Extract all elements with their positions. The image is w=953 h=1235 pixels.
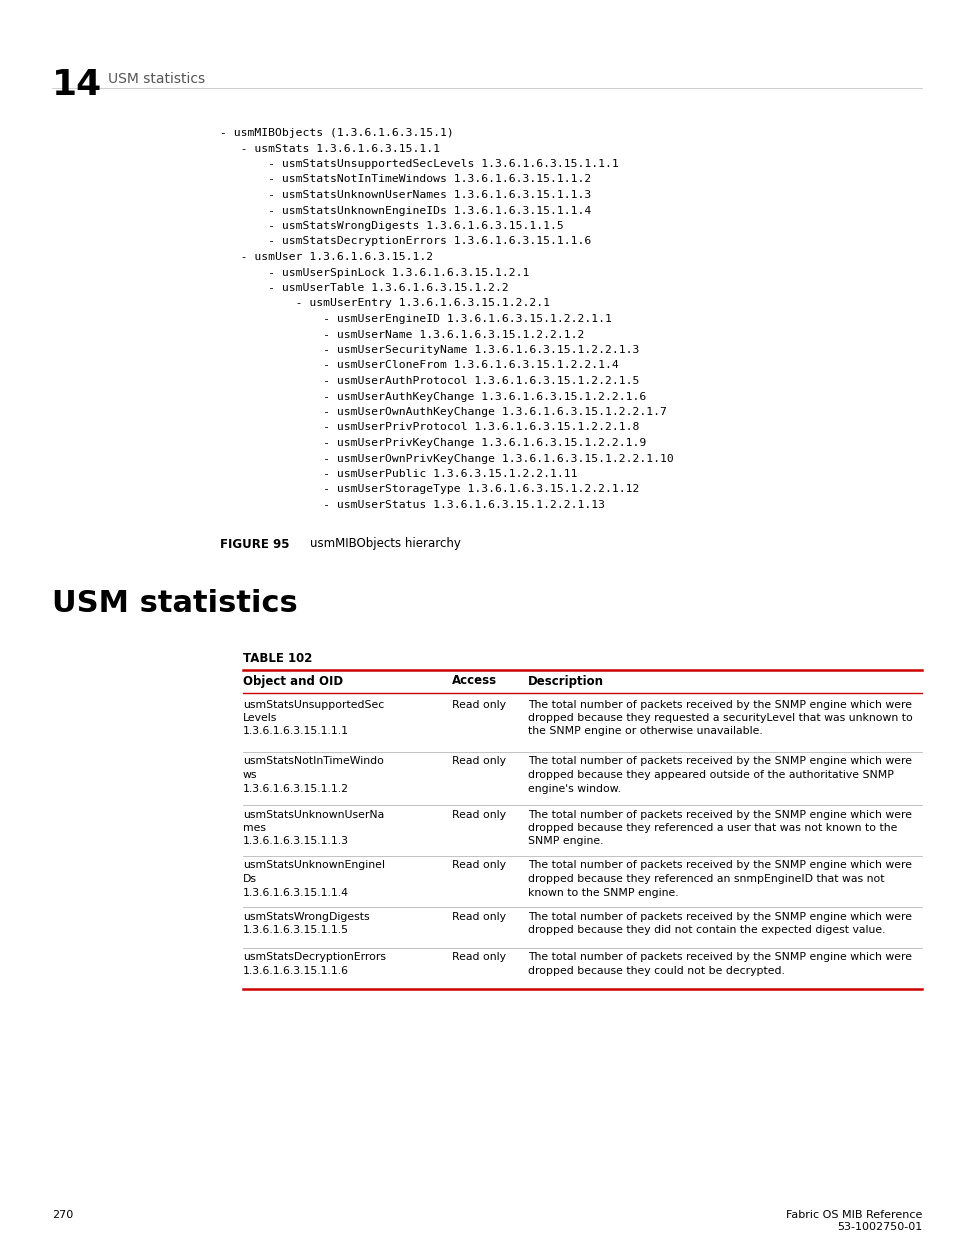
Text: 1.3.6.1.6.3.15.1.1.1: 1.3.6.1.6.3.15.1.1.1	[243, 726, 349, 736]
Text: Object and OID: Object and OID	[243, 674, 343, 688]
Text: SNMP engine.: SNMP engine.	[527, 836, 603, 846]
Text: Read only: Read only	[452, 861, 505, 871]
Text: - usmStatsUnknownUserNames 1.3.6.1.6.3.15.1.1.3: - usmStatsUnknownUserNames 1.3.6.1.6.3.1…	[220, 190, 591, 200]
Text: dropped because they could not be decrypted.: dropped because they could not be decryp…	[527, 966, 784, 976]
Text: Description: Description	[527, 674, 603, 688]
Text: - usmUserOwnAuthKeyChange 1.3.6.1.6.3.15.1.2.2.1.7: - usmUserOwnAuthKeyChange 1.3.6.1.6.3.15…	[220, 408, 666, 417]
Text: - usmUserCloneFrom 1.3.6.1.6.3.15.1.2.2.1.4: - usmUserCloneFrom 1.3.6.1.6.3.15.1.2.2.…	[220, 361, 618, 370]
Text: known to the SNMP engine.: known to the SNMP engine.	[527, 888, 678, 898]
Text: - usmStatsWrongDigests 1.3.6.1.6.3.15.1.1.5: - usmStatsWrongDigests 1.3.6.1.6.3.15.1.…	[220, 221, 563, 231]
Text: TABLE 102: TABLE 102	[243, 652, 312, 664]
Text: Fabric OS MIB Reference
53-1002750-01: Fabric OS MIB Reference 53-1002750-01	[785, 1210, 921, 1231]
Text: - usmUserEngineID 1.3.6.1.6.3.15.1.2.2.1.1: - usmUserEngineID 1.3.6.1.6.3.15.1.2.2.1…	[220, 314, 611, 324]
Text: dropped because they referenced an snmpEngineID that was not: dropped because they referenced an snmpE…	[527, 874, 883, 884]
Text: Access: Access	[452, 674, 497, 688]
Text: - usmUserTable 1.3.6.1.6.3.15.1.2.2: - usmUserTable 1.3.6.1.6.3.15.1.2.2	[220, 283, 508, 293]
Text: usmStatsNotInTimeWindo: usmStatsNotInTimeWindo	[243, 757, 383, 767]
Text: The total number of packets received by the SNMP engine which were: The total number of packets received by …	[527, 809, 911, 820]
Text: - usmStatsDecryptionErrors 1.3.6.1.6.3.15.1.1.6: - usmStatsDecryptionErrors 1.3.6.1.6.3.1…	[220, 236, 591, 247]
Text: - usmMIBObjects (1.3.6.1.6.3.15.1): - usmMIBObjects (1.3.6.1.6.3.15.1)	[220, 128, 454, 138]
Text: usmMIBObjects hierarchy: usmMIBObjects hierarchy	[294, 537, 460, 551]
Text: - usmUserEntry 1.3.6.1.6.3.15.1.2.2.1: - usmUserEntry 1.3.6.1.6.3.15.1.2.2.1	[220, 299, 550, 309]
Text: dropped because they did not contain the expected digest value.: dropped because they did not contain the…	[527, 925, 884, 935]
Text: The total number of packets received by the SNMP engine which were: The total number of packets received by …	[527, 699, 911, 709]
Text: Read only: Read only	[452, 809, 505, 820]
Text: - usmStatsNotInTimeWindows 1.3.6.1.6.3.15.1.1.2: - usmStatsNotInTimeWindows 1.3.6.1.6.3.1…	[220, 174, 591, 184]
Text: - usmUserAuthKeyChange 1.3.6.1.6.3.15.1.2.2.1.6: - usmUserAuthKeyChange 1.3.6.1.6.3.15.1.…	[220, 391, 645, 401]
Text: Read only: Read only	[452, 757, 505, 767]
Text: - usmStats 1.3.6.1.6.3.15.1.1: - usmStats 1.3.6.1.6.3.15.1.1	[220, 143, 439, 153]
Text: 1.3.6.1.6.3.15.1.1.6: 1.3.6.1.6.3.15.1.1.6	[243, 966, 349, 976]
Text: - usmUserOwnPrivKeyChange 1.3.6.1.6.3.15.1.2.2.1.10: - usmUserOwnPrivKeyChange 1.3.6.1.6.3.15…	[220, 453, 673, 463]
Text: The total number of packets received by the SNMP engine which were: The total number of packets received by …	[527, 952, 911, 962]
Text: - usmUser 1.3.6.1.6.3.15.1.2: - usmUser 1.3.6.1.6.3.15.1.2	[220, 252, 433, 262]
Text: 1.3.6.1.6.3.15.1.1.3: 1.3.6.1.6.3.15.1.1.3	[243, 836, 349, 846]
Text: USM statistics: USM statistics	[52, 589, 297, 619]
Text: The total number of packets received by the SNMP engine which were: The total number of packets received by …	[527, 911, 911, 921]
Text: dropped because they referenced a user that was not known to the: dropped because they referenced a user t…	[527, 823, 897, 832]
Text: The total number of packets received by the SNMP engine which were: The total number of packets received by …	[527, 757, 911, 767]
Text: dropped because they appeared outside of the authoritative SNMP: dropped because they appeared outside of…	[527, 769, 893, 781]
Text: Levels: Levels	[243, 713, 277, 722]
Text: 14: 14	[52, 68, 102, 103]
Text: usmStatsUnsupportedSec: usmStatsUnsupportedSec	[243, 699, 384, 709]
Text: 1.3.6.1.6.3.15.1.1.5: 1.3.6.1.6.3.15.1.1.5	[243, 925, 349, 935]
Text: - usmStatsUnsupportedSecLevels 1.3.6.1.6.3.15.1.1.1: - usmStatsUnsupportedSecLevels 1.3.6.1.6…	[220, 159, 618, 169]
Text: - usmStatsUnknownEngineIDs 1.3.6.1.6.3.15.1.1.4: - usmStatsUnknownEngineIDs 1.3.6.1.6.3.1…	[220, 205, 591, 215]
Text: - usmUserPublic 1.3.6.3.15.1.2.2.1.11: - usmUserPublic 1.3.6.3.15.1.2.2.1.11	[220, 469, 577, 479]
Text: 1.3.6.1.6.3.15.1.1.2: 1.3.6.1.6.3.15.1.1.2	[243, 783, 349, 794]
Text: usmStatsWrongDigests: usmStatsWrongDigests	[243, 911, 369, 921]
Text: The total number of packets received by the SNMP engine which were: The total number of packets received by …	[527, 861, 911, 871]
Text: - usmUserSpinLock 1.3.6.1.6.3.15.1.2.1: - usmUserSpinLock 1.3.6.1.6.3.15.1.2.1	[220, 268, 529, 278]
Text: - usmUserStatus 1.3.6.1.6.3.15.1.2.2.1.13: - usmUserStatus 1.3.6.1.6.3.15.1.2.2.1.1…	[220, 500, 604, 510]
Text: usmStatsDecryptionErrors: usmStatsDecryptionErrors	[243, 952, 386, 962]
Text: dropped because they requested a securityLevel that was unknown to: dropped because they requested a securit…	[527, 713, 912, 722]
Text: Read only: Read only	[452, 952, 505, 962]
Text: Read only: Read only	[452, 911, 505, 921]
Text: - usmUserPrivKeyChange 1.3.6.1.6.3.15.1.2.2.1.9: - usmUserPrivKeyChange 1.3.6.1.6.3.15.1.…	[220, 438, 645, 448]
Text: ws: ws	[243, 769, 257, 781]
Text: 270: 270	[52, 1210, 73, 1220]
Text: Read only: Read only	[452, 699, 505, 709]
Text: mes: mes	[243, 823, 266, 832]
Text: usmStatsUnknownUserNa: usmStatsUnknownUserNa	[243, 809, 384, 820]
Text: - usmUserAuthProtocol 1.3.6.1.6.3.15.1.2.2.1.5: - usmUserAuthProtocol 1.3.6.1.6.3.15.1.2…	[220, 375, 639, 387]
Text: USM statistics: USM statistics	[108, 72, 205, 86]
Text: the SNMP engine or otherwise unavailable.: the SNMP engine or otherwise unavailable…	[527, 726, 762, 736]
Text: - usmUserStorageType 1.3.6.1.6.3.15.1.2.2.1.12: - usmUserStorageType 1.3.6.1.6.3.15.1.2.…	[220, 484, 639, 494]
Text: FIGURE 95: FIGURE 95	[220, 537, 289, 551]
Text: Ds: Ds	[243, 874, 256, 884]
Text: - usmUserPrivProtocol 1.3.6.1.6.3.15.1.2.2.1.8: - usmUserPrivProtocol 1.3.6.1.6.3.15.1.2…	[220, 422, 639, 432]
Text: usmStatsUnknownEngineI: usmStatsUnknownEngineI	[243, 861, 385, 871]
Text: - usmUserSecurityName 1.3.6.1.6.3.15.1.2.2.1.3: - usmUserSecurityName 1.3.6.1.6.3.15.1.2…	[220, 345, 639, 354]
Text: engine's window.: engine's window.	[527, 783, 620, 794]
Text: 1.3.6.1.6.3.15.1.1.4: 1.3.6.1.6.3.15.1.1.4	[243, 888, 349, 898]
Text: - usmUserName 1.3.6.1.6.3.15.1.2.2.1.2: - usmUserName 1.3.6.1.6.3.15.1.2.2.1.2	[220, 330, 584, 340]
